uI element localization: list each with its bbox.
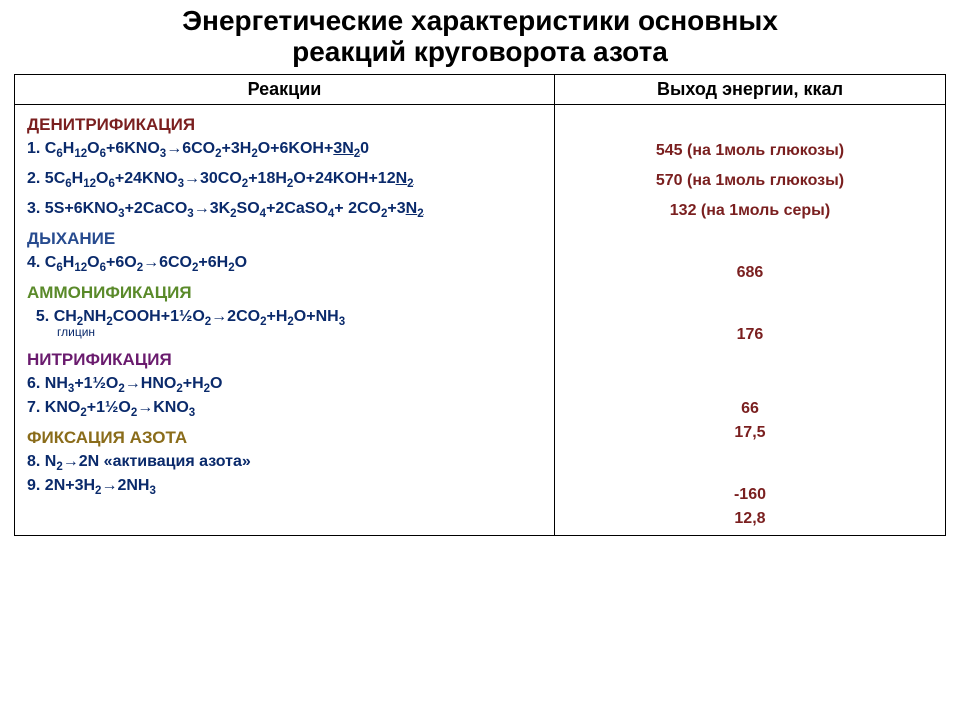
arrow-icon: → [101, 477, 117, 494]
reaction-row: 5. CH2NH2COOH+1½O2→2CO2+H2O+NH3 глицин [27, 307, 544, 340]
title-line: Энергетические характеристики основных [182, 5, 778, 36]
arrow-icon: → [166, 140, 182, 157]
arrow-icon: → [137, 399, 153, 416]
reaction-number: 9. [27, 477, 45, 494]
reaction-number: 3. [27, 200, 45, 217]
reaction-row: 4. C6H12O6+6O2→6CO2+6H2O [27, 253, 544, 273]
arrow-icon: → [184, 170, 200, 187]
energy-value: 66 [565, 399, 935, 419]
energy-value: 12,8 [565, 509, 935, 529]
reaction-note: глицин [57, 325, 544, 340]
energy-value: 17,5 [565, 423, 935, 443]
reaction-number: 1. [27, 140, 45, 157]
half-glyph: ½ [93, 375, 106, 392]
energy-value: 176 [565, 325, 935, 345]
half-glyph: ½ [105, 399, 118, 416]
half-glyph: ½ [179, 308, 192, 325]
reaction-number: 2. [27, 170, 45, 187]
category-nitrification: НИТРИФИКАЦИЯ [27, 350, 544, 370]
category-respiration: ДЫХАНИЕ [27, 229, 544, 249]
column-header-reactions: Реакции [15, 74, 555, 104]
energy-value: -160 [565, 485, 935, 505]
reaction-row: 9. 2N+3H2→2NH3 [27, 476, 544, 496]
reactions-table: Реакции Выход энергии, ккал ДЕНИТРИФИКАЦ… [14, 74, 946, 536]
reaction-row: 8. N2→2N «активация азота» [27, 452, 544, 472]
arrow-icon: → [211, 308, 227, 325]
reaction-row: 2. 5C6H12O6+24KNO3→30CO2+18H2O+24KOH+12N… [27, 169, 544, 189]
category-denitrification: ДЕНИТРИФИКАЦИЯ [27, 115, 544, 135]
arrow-icon: → [63, 453, 79, 470]
reaction-tail: «активация азота» [99, 453, 251, 470]
table-header-row: Реакции Выход энергии, ккал [15, 74, 946, 104]
reaction-row: 1. C6H12O6+6KNO3→6CO2+3H2O+6KOH+3N20 [27, 139, 544, 159]
reaction-row: 7. KNO2+1½O2→KNO3 [27, 398, 544, 418]
spacer [565, 367, 935, 395]
reaction-number: 8. [27, 453, 45, 470]
title-line: реакций круговорота азота [292, 36, 668, 67]
page-title: Энергетические характеристики основных р… [14, 6, 946, 68]
spacer [565, 453, 935, 481]
reaction-number: 5. [27, 308, 54, 325]
reaction-row: 3. 5S+6KNO3+2CaCO3→3K2SO4+2CaSO4+ 2CO2+3… [27, 199, 544, 219]
reaction-row: 6. NH3+1½O2→HNO2+H2O [27, 374, 544, 394]
reaction-number: 7. [27, 399, 45, 416]
arrow-icon: → [194, 200, 210, 217]
page: Энергетические характеристики основных р… [0, 0, 960, 720]
column-header-energy: Выход энергии, ккал [554, 74, 945, 104]
category-fixation: ФИКСАЦИЯ АЗОТА [27, 428, 544, 448]
energy-cell: 545 (на 1моль глюкозы) 570 (на 1моль глю… [554, 104, 945, 535]
category-ammonification: АММОНИФИКАЦИЯ [27, 283, 544, 303]
energy-value: 545 (на 1моль глюкозы) [565, 141, 935, 161]
spacer [565, 109, 935, 137]
reaction-number: 6. [27, 375, 45, 392]
energy-value: 570 (на 1моль глюкозы) [565, 171, 935, 191]
spacer [565, 293, 935, 321]
arrow-icon: → [143, 254, 159, 271]
energy-value: 132 (на 1моль серы) [565, 201, 935, 221]
arrow-icon: → [125, 375, 141, 392]
reactions-cell: ДЕНИТРИФИКАЦИЯ 1. C6H12O6+6KNO3→6CO2+3H2… [15, 104, 555, 535]
table-body-row: ДЕНИТРИФИКАЦИЯ 1. C6H12O6+6KNO3→6CO2+3H2… [15, 104, 946, 535]
energy-value: 686 [565, 263, 935, 283]
spacer [565, 231, 935, 259]
reaction-number: 4. [27, 254, 45, 271]
